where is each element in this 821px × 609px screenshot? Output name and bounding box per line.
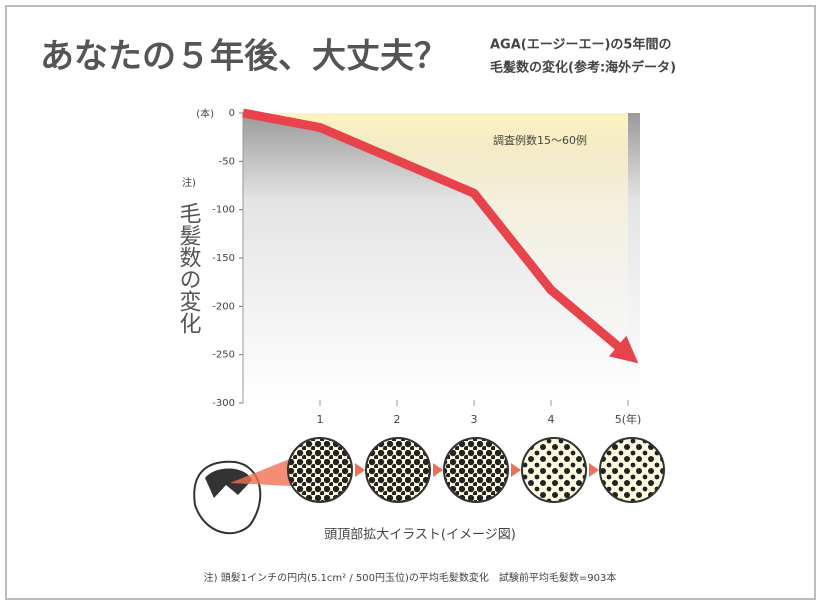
subtitle: 毛髪数の変化(参考:海外データ) xyxy=(490,60,676,76)
title: あなたの５年後、大丈夫？ xyxy=(40,37,448,77)
x-tick-label: 4 xyxy=(548,413,555,426)
zoom-beam xyxy=(230,458,292,486)
y-tick-label: -250 xyxy=(212,350,235,361)
x-tick-label: 1 xyxy=(317,413,324,426)
y-tick-label: -200 xyxy=(212,301,235,312)
y-tick-label: 0 xyxy=(229,108,235,119)
illustration xyxy=(193,437,665,535)
scalp-circle xyxy=(599,437,665,503)
hair xyxy=(205,468,252,498)
annotation: 調査例数15〜60例 xyxy=(493,133,587,147)
plot: 0 -50 -100 -150 -200 -250 -300 1 2 3 4 5(年) 調査例数15〜6… xyxy=(212,108,641,426)
footnote: 注) 頭髪1インチの円内(5.1cm² / 500円玉位)の平均毛髪数変化 試験… xyxy=(204,571,617,584)
scalp-circle xyxy=(443,437,509,503)
scalp-circle xyxy=(365,437,431,503)
subtitle: AGA(エージーエー)の5年間の xyxy=(490,37,671,53)
area-highlight xyxy=(243,113,628,355)
scalp-circle xyxy=(521,437,587,503)
y-tick-label: -300 xyxy=(212,398,235,409)
x-tick-label: 3 xyxy=(471,413,478,426)
y-axis-label: 毛髪数の変化 xyxy=(176,202,202,334)
y-unit: (本) xyxy=(196,107,214,120)
y-tick-label: -150 xyxy=(212,253,235,264)
scalp-circle xyxy=(287,437,353,503)
line xyxy=(242,108,639,364)
y-label-note: 注) xyxy=(182,176,196,189)
illustration-caption: 頭頂部拡大イラスト(イメージ図) xyxy=(324,528,516,543)
y-tick-label: -100 xyxy=(212,205,235,216)
x-tick-label: 5(年) xyxy=(615,412,642,426)
y-tick-label: -50 xyxy=(219,156,235,167)
x-tick-label: 2 xyxy=(394,413,401,426)
